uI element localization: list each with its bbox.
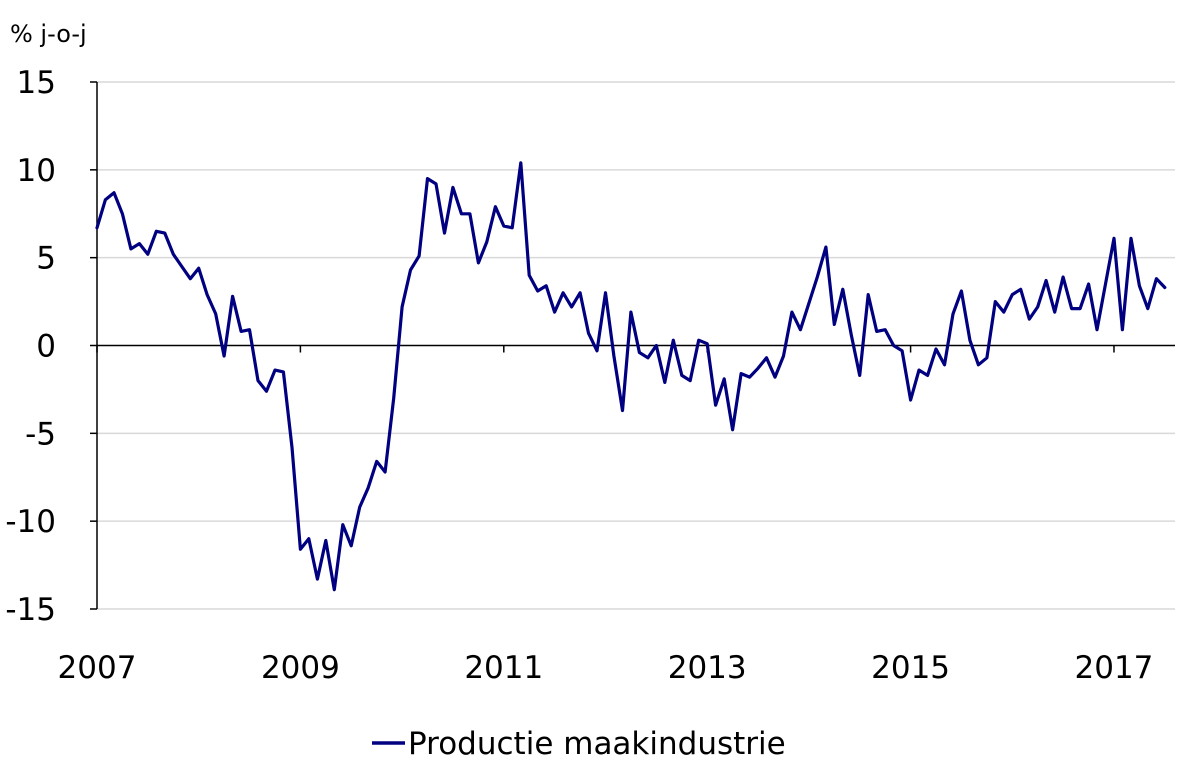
x-tick-label: 2007: [58, 650, 137, 686]
legend: Productie maakindustrie: [372, 726, 786, 762]
legend-label: Productie maakindustrie: [408, 726, 786, 762]
y-unit-label: % j-o-j: [10, 20, 87, 48]
y-tick-label: 15: [17, 65, 56, 101]
x-tick-label: 2015: [871, 650, 950, 686]
y-tick-label: 10: [17, 153, 56, 189]
y-tick-label: -5: [25, 416, 56, 452]
y-tick-label: 5: [36, 241, 56, 277]
gridlines: [97, 81, 1175, 610]
x-tick-label: 2011: [464, 650, 543, 686]
series-layer: [95, 161, 1167, 592]
y-tick-label: -10: [5, 504, 56, 540]
x-axis-ticks: 2007 2009 2011 2013 2015 2017: [58, 345, 1154, 686]
series-line: [95, 161, 1167, 592]
x-tick-label: 2013: [668, 650, 747, 686]
x-tick-label: 2017: [1075, 650, 1154, 686]
y-tick-label: -15: [5, 592, 56, 628]
y-axis-ticks: 15 10 5 0 -5 -10 -15: [5, 65, 97, 628]
y-tick-label: 0: [36, 329, 56, 365]
x-tick-label: 2009: [261, 650, 340, 686]
